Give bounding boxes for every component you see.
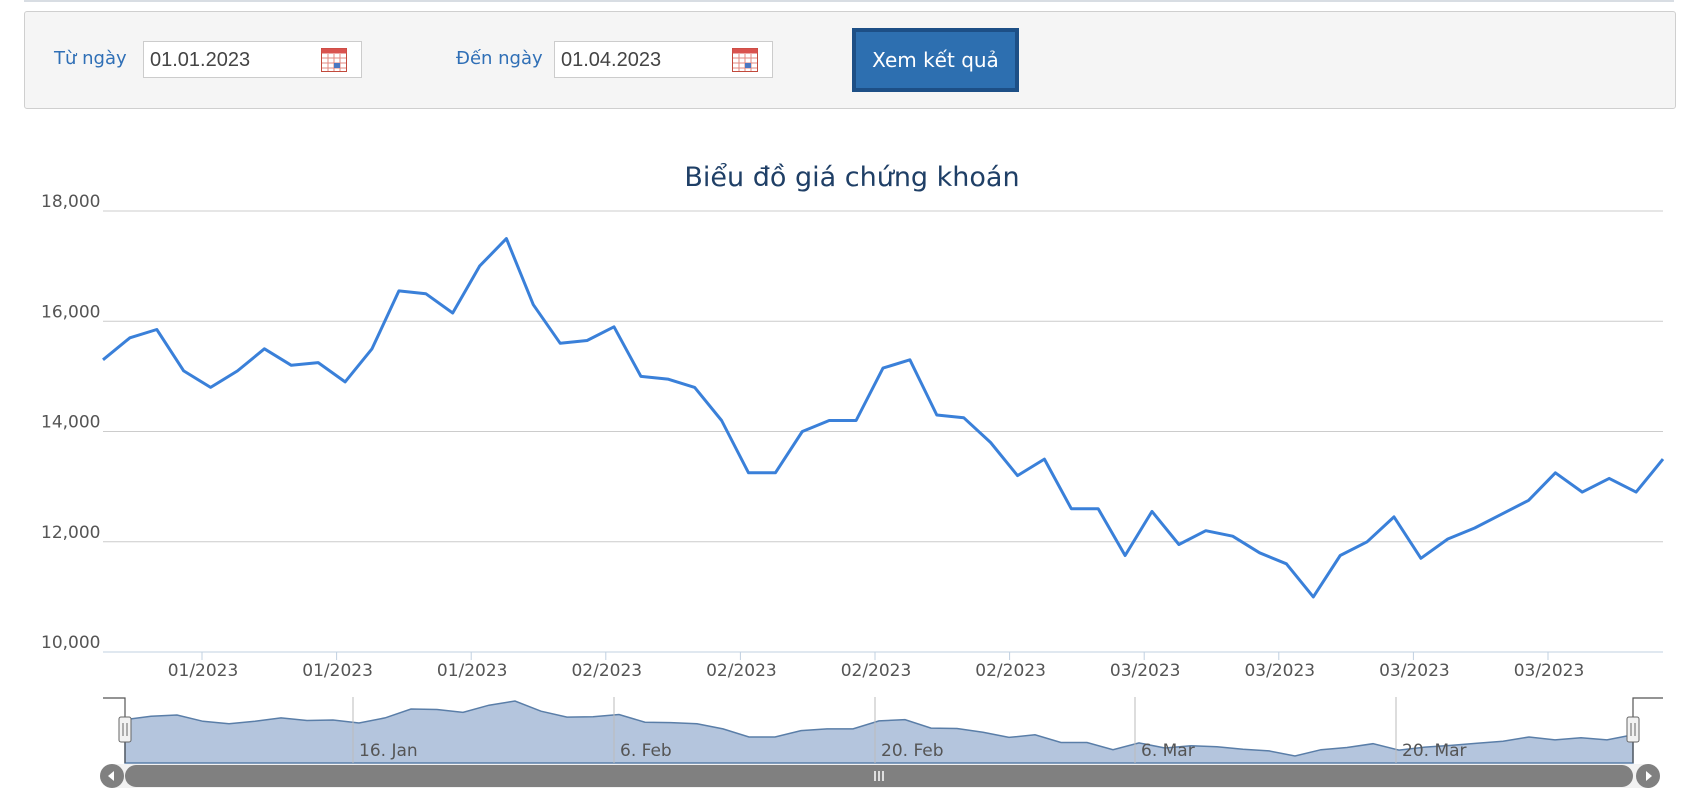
navigator-label: 20. Mar [1402, 741, 1467, 761]
x-tick-label: 01/2023 [302, 661, 373, 681]
x-tick-label: 03/2023 [1514, 661, 1585, 681]
navigator-label: 20. Feb [881, 741, 944, 761]
to-date-value[interactable]: 01.04.2023 [561, 49, 662, 71]
scroll-left-button[interactable] [100, 764, 124, 788]
x-tick-label: 02/2023 [706, 661, 777, 681]
navigator-label: 6. Mar [1141, 741, 1195, 761]
arrow-right-icon [1646, 771, 1652, 781]
chart-title: Biểu đồ giá chứng khoán [684, 162, 1019, 193]
x-tick-label: 01/2023 [168, 661, 239, 681]
from-date-value[interactable]: 01.01.2023 [150, 49, 251, 71]
x-tick-label: 03/2023 [1244, 661, 1315, 681]
navigator[interactable]: 16. Jan 6. Feb 20. Feb 6. Mar 20. Mar [103, 697, 1663, 764]
calendar-icon[interactable] [321, 48, 347, 72]
x-tick-label: 01/2023 [437, 661, 508, 681]
x-tick-label: 03/2023 [1110, 661, 1181, 681]
navigator-label: 16. Jan [359, 741, 418, 761]
to-date-label: Đến ngày [456, 48, 543, 69]
view-results-button[interactable]: Xem kết quả [852, 28, 1019, 92]
x-tick-label: 02/2023 [841, 661, 912, 681]
x-tick-label: 03/2023 [1379, 661, 1450, 681]
x-tick-label: 02/2023 [571, 661, 642, 681]
navigator-handle-left[interactable] [118, 716, 132, 743]
y-tick-label: 10,000 [41, 633, 100, 653]
y-tick-label: 12,000 [41, 523, 100, 543]
navigator-series-area [124, 700, 1634, 764]
from-date-label: Từ ngày [54, 48, 127, 69]
navigator-handle-right[interactable] [1626, 716, 1640, 743]
y-tick-label: 18,000 [41, 192, 100, 212]
scrollbar[interactable] [100, 764, 1660, 788]
to-date-field[interactable]: 01.04.2023 [554, 41, 773, 78]
arrow-left-icon [108, 771, 114, 781]
price-series-line [102, 237, 1665, 599]
y-tick-label: 16,000 [41, 302, 100, 322]
navigator-label: 6. Feb [620, 741, 672, 761]
calendar-icon[interactable] [732, 48, 758, 72]
scroll-right-button[interactable] [1636, 764, 1660, 788]
y-tick-label: 14,000 [41, 413, 100, 433]
top-divider [24, 0, 1674, 2]
x-tick-label: 02/2023 [975, 661, 1046, 681]
from-date-field[interactable]: 01.01.2023 [143, 41, 362, 78]
